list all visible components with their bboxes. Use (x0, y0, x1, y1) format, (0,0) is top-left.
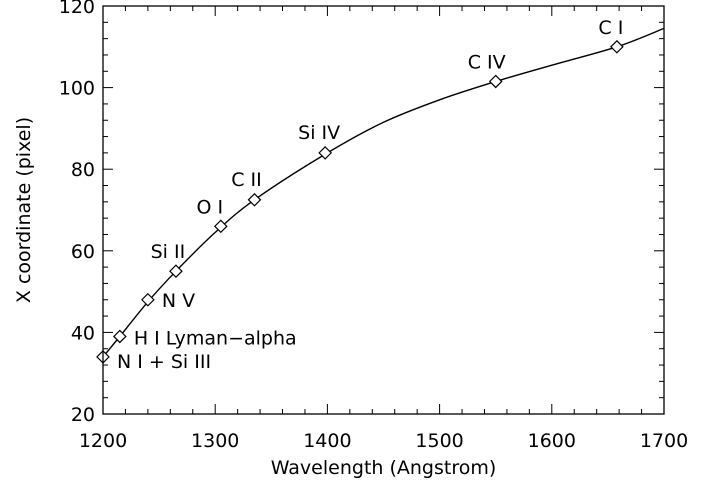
point-annotation: C II (231, 169, 262, 191)
tick-labels-group: 1200 1300 1400 1500 1600 1700 20 40 60 80 100 120 (59, 0, 688, 452)
data-point-diamond (247, 192, 262, 207)
y-tick-label: 20 (71, 404, 95, 426)
point-annotation: O I (197, 196, 224, 218)
data-point-diamond (169, 264, 183, 279)
y-tick-label: 100 (59, 78, 95, 100)
x-tick-label: 1300 (191, 430, 239, 452)
x-tick-label: 1500 (415, 430, 463, 452)
x-tick-label: 1600 (528, 430, 576, 452)
data-point-diamond (318, 146, 333, 160)
y-tick-label: 120 (59, 0, 95, 18)
point-annotation: C IV (468, 51, 506, 73)
data-point-diamond (141, 292, 155, 307)
data-point-diamond (488, 74, 503, 89)
point-annotation: Si IV (298, 122, 340, 144)
x-tick-label: 1400 (303, 430, 351, 452)
point-annotation: N V (162, 290, 195, 312)
point-annotation: N I + Si III (117, 351, 211, 373)
data-point-diamond (112, 329, 127, 344)
data-point-diamond (610, 39, 624, 54)
x-tick-label: 1700 (640, 430, 688, 452)
x-tick-label: 1200 (79, 430, 127, 452)
y-tick-label: 40 (71, 322, 95, 344)
y-tick-label: 60 (71, 241, 95, 263)
data-points-group (96, 39, 624, 364)
y-axis-label: X coordinate (pixel) (13, 117, 35, 303)
x-axis-label: Wavelength (Angstrom) (271, 457, 497, 479)
data-point-diamond (213, 219, 228, 234)
point-annotation: H I Lyman−alpha (134, 327, 297, 349)
plot-frame (102, 5, 665, 415)
point-annotation: Si II (151, 241, 186, 263)
y-tick-label: 80 (71, 159, 95, 181)
point-annotation: C I (598, 17, 623, 39)
